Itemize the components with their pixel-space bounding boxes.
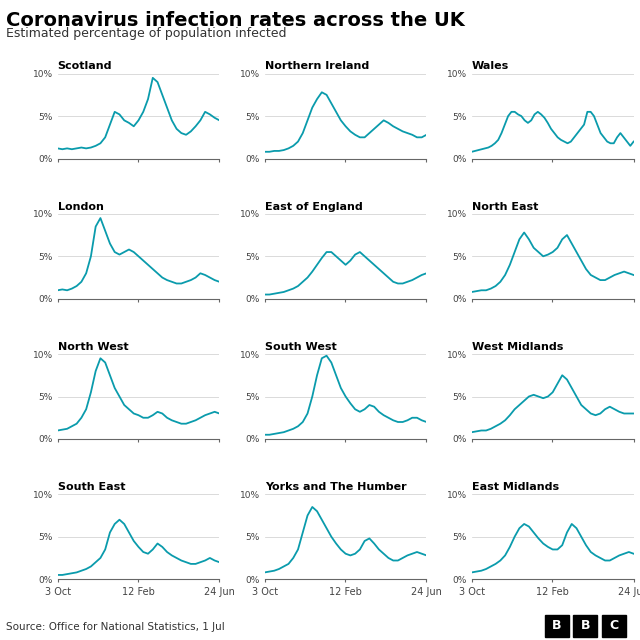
Text: North East: North East bbox=[472, 202, 538, 212]
Text: East of England: East of England bbox=[265, 202, 362, 212]
Text: Coronavirus infection rates across the UK: Coronavirus infection rates across the U… bbox=[6, 11, 465, 30]
Text: East Midlands: East Midlands bbox=[472, 482, 559, 492]
Text: Northern Ireland: Northern Ireland bbox=[265, 61, 369, 72]
Text: North West: North West bbox=[58, 342, 128, 352]
Bar bbox=[573, 615, 597, 637]
Text: C: C bbox=[609, 620, 619, 632]
Text: Wales: Wales bbox=[472, 61, 509, 72]
Text: Source: Office for National Statistics, 1 Jul: Source: Office for National Statistics, … bbox=[6, 621, 225, 632]
Bar bbox=[602, 615, 626, 637]
Text: B: B bbox=[552, 620, 561, 632]
Text: Estimated percentage of population infected: Estimated percentage of population infec… bbox=[6, 27, 287, 40]
Text: West Midlands: West Midlands bbox=[472, 342, 563, 352]
Text: Yorks and The Humber: Yorks and The Humber bbox=[265, 482, 406, 492]
Text: Scotland: Scotland bbox=[58, 61, 112, 72]
Text: South West: South West bbox=[265, 342, 337, 352]
Text: London: London bbox=[58, 202, 104, 212]
Text: South East: South East bbox=[58, 482, 125, 492]
Text: B: B bbox=[580, 620, 590, 632]
Bar bbox=[545, 615, 569, 637]
